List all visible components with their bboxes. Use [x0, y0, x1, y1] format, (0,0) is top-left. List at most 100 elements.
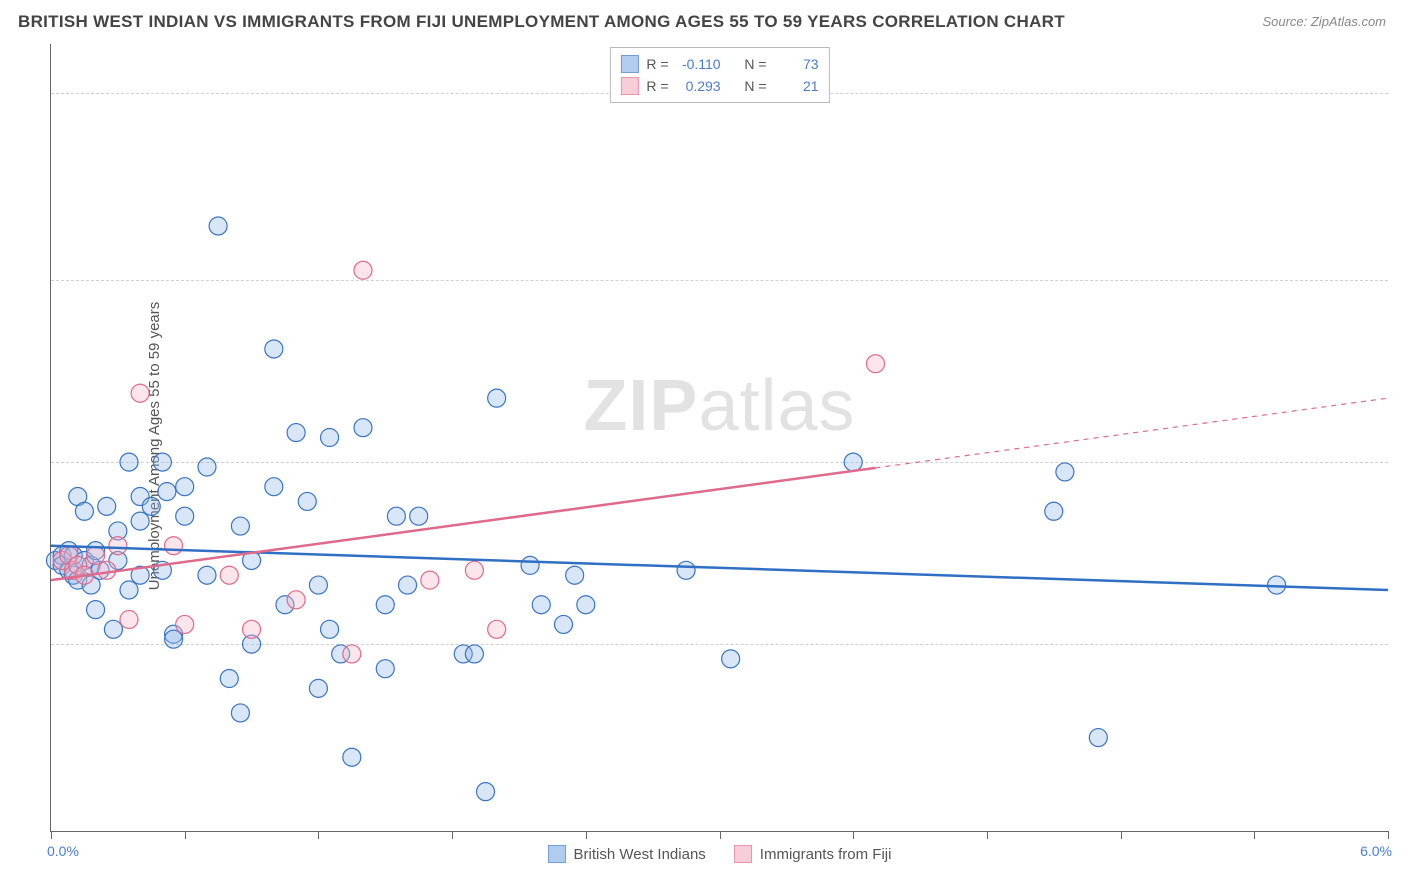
x-axis-max-label: 6.0% — [1360, 843, 1392, 859]
scatter-point — [1045, 502, 1063, 520]
scatter-point — [309, 679, 327, 697]
scatter-point — [198, 566, 216, 584]
x-tick — [586, 831, 587, 839]
chart-title: BRITISH WEST INDIAN VS IMMIGRANTS FROM F… — [18, 12, 1065, 32]
legend-label: British West Indians — [574, 846, 706, 863]
scatter-point — [176, 478, 194, 496]
source-attribution: Source: ZipAtlas.com — [1262, 14, 1386, 29]
scatter-point — [131, 384, 149, 402]
plot-area: ZIPatlas 3.8%7.5%11.2%15.0% R =-0.110 N … — [50, 44, 1388, 832]
scatter-point — [465, 645, 483, 663]
scatter-point — [309, 576, 327, 594]
trend-line — [51, 468, 875, 580]
scatter-point — [532, 596, 550, 614]
scatter-point — [421, 571, 439, 589]
scatter-point — [98, 561, 116, 579]
stats-n-value: 21 — [775, 75, 819, 97]
scatter-point — [265, 340, 283, 358]
stats-r-label: R = — [646, 53, 668, 75]
scatter-point — [521, 556, 539, 574]
scatter-point — [231, 704, 249, 722]
scatter-point — [321, 620, 339, 638]
scatter-point — [165, 537, 183, 555]
scatter-point — [465, 561, 483, 579]
scatter-point — [354, 419, 372, 437]
legend-swatch — [734, 845, 752, 863]
scatter-point — [142, 497, 160, 515]
scatter-point — [198, 458, 216, 476]
x-axis-min-label: 0.0% — [47, 843, 79, 859]
scatter-point — [354, 261, 372, 279]
x-tick — [853, 831, 854, 839]
scatter-point — [209, 217, 227, 235]
scatter-point — [243, 620, 261, 638]
legend-swatch — [548, 845, 566, 863]
scatter-point — [566, 566, 584, 584]
scatter-point — [410, 507, 428, 525]
stats-row: R = -0.110 N = 73 — [620, 53, 818, 75]
stats-r-label: R = — [646, 75, 668, 97]
stats-n-value: 73 — [775, 53, 819, 75]
scatter-point — [287, 591, 305, 609]
stats-r-value: 0.293 — [677, 75, 721, 97]
scatter-point — [321, 429, 339, 447]
scatter-point — [555, 615, 573, 633]
scatter-point — [298, 492, 316, 510]
trend-line-dashed — [875, 398, 1388, 468]
stats-r-value: -0.110 — [677, 53, 721, 75]
legend-item: Immigrants from Fiji — [734, 845, 892, 863]
scatter-point — [220, 566, 238, 584]
stats-n-label: N = — [744, 53, 766, 75]
x-tick — [1388, 831, 1389, 839]
scatter-point — [158, 483, 176, 501]
scatter-point — [104, 620, 122, 638]
scatter-point — [343, 645, 361, 663]
scatter-point — [722, 650, 740, 668]
legend-swatch — [620, 77, 638, 95]
stats-legend: R = -0.110 N = 73 R = 0.293 N = 21 — [609, 47, 829, 103]
scatter-point — [287, 424, 305, 442]
bottom-legend: British West Indians Immigrants from Fiji — [548, 845, 892, 863]
x-tick — [1254, 831, 1255, 839]
x-tick — [987, 831, 988, 839]
scatter-point — [677, 561, 695, 579]
scatter-point — [387, 507, 405, 525]
scatter-point — [577, 596, 595, 614]
x-tick — [720, 831, 721, 839]
scatter-point — [343, 748, 361, 766]
scatter-point — [109, 537, 127, 555]
scatter-point — [87, 547, 105, 565]
scatter-point — [120, 610, 138, 628]
scatter-point — [98, 497, 116, 515]
scatter-point — [866, 355, 884, 373]
scatter-point — [131, 512, 149, 530]
scatter-point — [231, 517, 249, 535]
scatter-point — [399, 576, 417, 594]
scatter-point — [120, 453, 138, 471]
scatter-point — [376, 596, 394, 614]
scatter-point — [165, 630, 183, 648]
scatter-point — [220, 670, 238, 688]
scatter-point — [265, 478, 283, 496]
legend-label: Immigrants from Fiji — [760, 846, 892, 863]
scatter-point — [153, 453, 171, 471]
scatter-point — [488, 620, 506, 638]
x-tick — [1121, 831, 1122, 839]
scatter-point — [176, 615, 194, 633]
scatter-point — [75, 502, 93, 520]
scatter-point — [87, 601, 105, 619]
stats-n-label: N = — [744, 75, 766, 97]
scatter-point — [477, 783, 495, 801]
stats-row: R = 0.293 N = 21 — [620, 75, 818, 97]
scatter-point — [376, 660, 394, 678]
x-tick — [51, 831, 52, 839]
x-tick — [452, 831, 453, 839]
scatter-point — [488, 389, 506, 407]
legend-swatch — [620, 55, 638, 73]
scatter-point — [844, 453, 862, 471]
legend-item: British West Indians — [548, 845, 706, 863]
scatter-point — [1089, 729, 1107, 747]
chart-container: BRITISH WEST INDIAN VS IMMIGRANTS FROM F… — [0, 0, 1406, 892]
scatter-point — [120, 581, 138, 599]
x-tick — [318, 831, 319, 839]
